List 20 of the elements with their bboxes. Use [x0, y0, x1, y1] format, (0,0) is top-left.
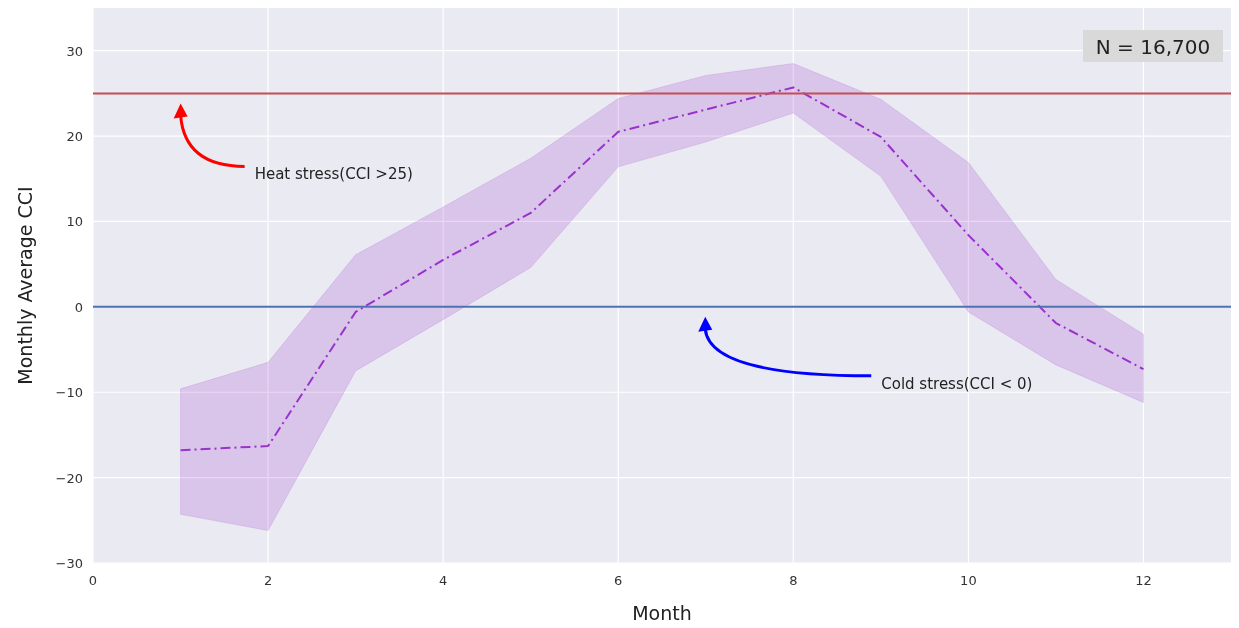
y-axis-title: Monthly Average CCI	[14, 186, 36, 385]
annotation: Heat stress(CCI >25)	[254, 165, 413, 184]
x-tick-label: 2	[263, 573, 273, 588]
x-axis-title: Month	[632, 602, 692, 624]
annotation: Cold stress(CCI < 0)	[881, 374, 1033, 393]
line-series	[179, 86, 1145, 452]
y-tick-label: 0	[74, 299, 83, 315]
x-tick-label: 0	[88, 573, 98, 588]
x-tick-label: 4	[439, 573, 448, 588]
x-tick-label: 12	[1135, 573, 1152, 588]
y-tick-label: 30	[66, 43, 83, 59]
x-tick-label: 10	[960, 573, 977, 588]
y-tick-label: 10	[66, 214, 83, 230]
y-tick-label: −30	[55, 556, 83, 571]
annotation: N = 16,700	[1095, 35, 1211, 59]
y-tick-label: −20	[55, 470, 83, 486]
x-tick-label: 6	[614, 573, 623, 588]
x-tick-label: 8	[789, 573, 798, 588]
y-tick-label: −10	[55, 385, 83, 401]
y-tick-label: 20	[66, 129, 83, 145]
